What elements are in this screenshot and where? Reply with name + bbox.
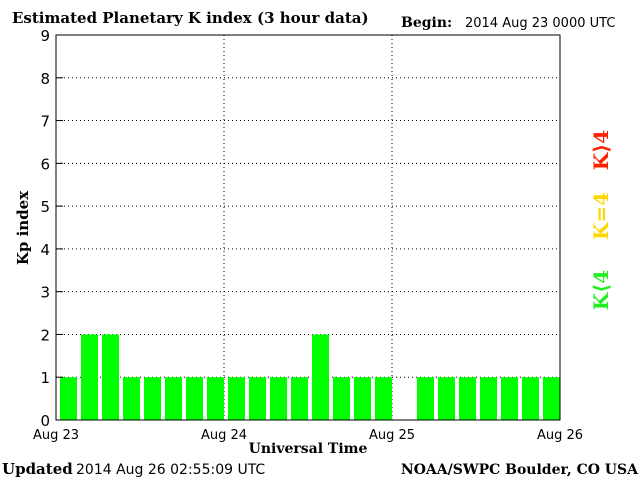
- bar: [186, 377, 203, 420]
- bar: [60, 377, 77, 420]
- chart-title: Estimated Planetary K index (3 hour data…: [12, 9, 369, 27]
- bar: [333, 377, 350, 420]
- x-tick-label: Aug 23: [33, 428, 79, 443]
- legend-equal: K=4: [589, 192, 613, 240]
- legend-low: K⟨4: [589, 270, 613, 311]
- plot-frame: [55, 34, 561, 421]
- x-tick-label: Aug 26: [537, 428, 583, 443]
- bar: [123, 377, 140, 420]
- y-tick-label: 8: [40, 70, 50, 88]
- y-tick-label: 9: [40, 27, 50, 45]
- bar: [249, 377, 266, 420]
- bar: [291, 377, 308, 420]
- updated-label: Updated: [2, 460, 73, 478]
- bar: [312, 334, 329, 420]
- bar: [207, 377, 224, 420]
- x-axis-label: Universal Time: [249, 441, 368, 457]
- y-tick-label: 0: [40, 412, 50, 430]
- bar: [354, 377, 371, 420]
- y-tick-label: 3: [40, 284, 50, 302]
- bar: [459, 377, 476, 420]
- y-tick-label: 7: [40, 113, 50, 131]
- updated-value: 2014 Aug 26 02:55:09 UTC: [76, 462, 265, 478]
- y-axis-label: Kp index: [14, 190, 32, 265]
- bar: [543, 377, 560, 420]
- y-tick-labels: 0 1 2 3 4 5 6 7 8 9: [40, 27, 50, 430]
- begin-label: Begin:: [401, 15, 452, 31]
- x-tick-label: Aug 24: [201, 428, 247, 443]
- x-tick-labels: Aug 23 Aug 24 Aug 25 Aug 26: [33, 428, 583, 443]
- y-tick-label: 6: [40, 155, 50, 173]
- credit-text: NOAA/SWPC Boulder, CO USA: [401, 462, 639, 478]
- bar: [81, 334, 98, 420]
- bar: [480, 377, 497, 420]
- bar: [375, 377, 392, 420]
- bar: [270, 377, 287, 420]
- bar: [165, 377, 182, 420]
- x-tick-label: Aug 25: [369, 428, 415, 443]
- grid: [56, 35, 560, 420]
- y-tick-label: 4: [40, 241, 50, 259]
- y-tick-label: 5: [40, 198, 50, 216]
- begin-value: 2014 Aug 23 0000 UTC: [465, 16, 615, 31]
- bar: [501, 377, 518, 420]
- bars: [60, 334, 560, 420]
- bar: [438, 377, 455, 420]
- y-tick-label: 2: [40, 326, 50, 344]
- bar: [228, 377, 245, 420]
- y-tick-label: 1: [40, 369, 50, 387]
- bar: [522, 377, 539, 420]
- bar: [102, 334, 119, 420]
- axes: [55, 34, 561, 421]
- legend-high: K⟩4: [589, 130, 613, 171]
- bar: [144, 377, 161, 420]
- bar: [417, 377, 434, 420]
